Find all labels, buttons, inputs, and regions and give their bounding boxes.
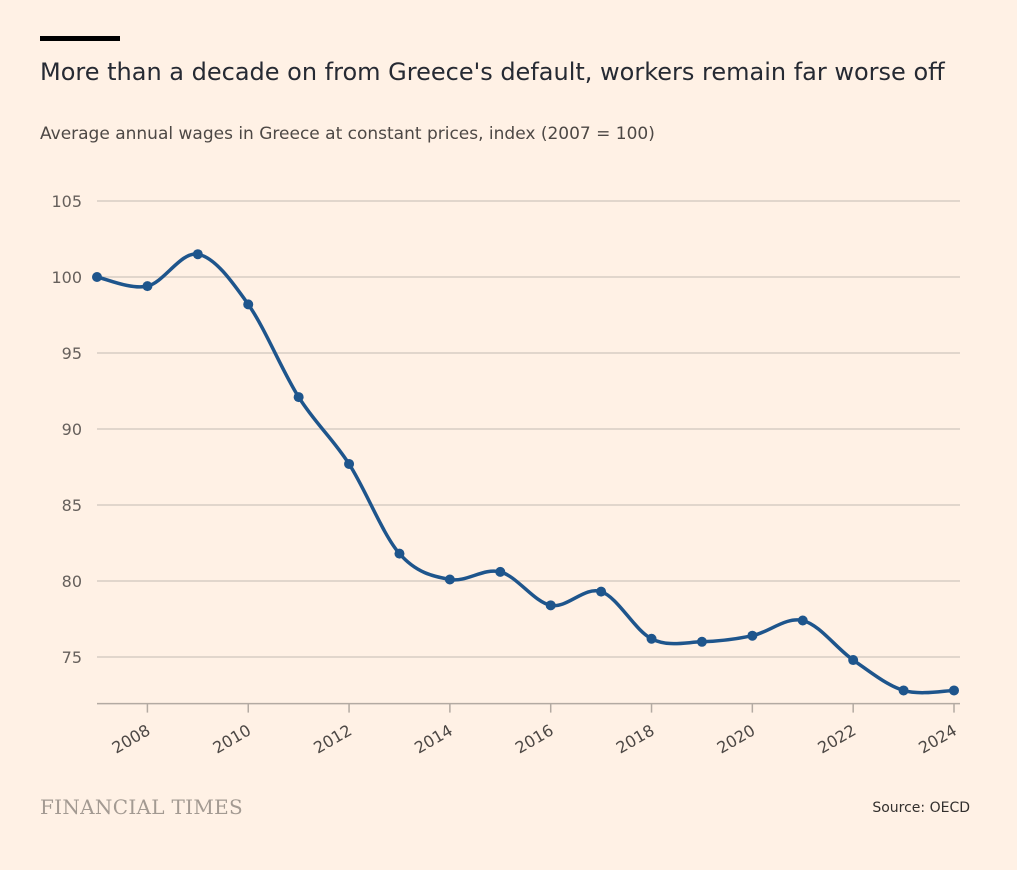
y-tick-label: 105	[51, 192, 82, 211]
x-tick-label: 2014	[411, 721, 456, 758]
data-point	[646, 633, 657, 644]
x-tick-label: 2018	[613, 721, 658, 758]
x-tick-label: 2012	[310, 721, 355, 758]
data-point	[344, 458, 355, 469]
y-tick-label: 90	[62, 420, 82, 439]
y-tick-label: 85	[62, 496, 82, 515]
chart-title: More than a decade on from Greece's defa…	[40, 58, 945, 86]
data-point	[243, 299, 254, 310]
data-point	[696, 636, 707, 647]
data-point	[92, 272, 102, 282]
data-point	[142, 281, 153, 292]
data-point	[192, 249, 203, 260]
x-tick-label: 2022	[814, 721, 859, 758]
chart-subtitle: Average annual wages in Greece at consta…	[40, 124, 655, 144]
x-tick-label: 2020	[714, 721, 759, 758]
data-point	[596, 586, 607, 597]
series-line	[96, 252, 955, 695]
data-point	[797, 615, 808, 626]
source-note: Source: OECD	[872, 800, 970, 816]
x-tick-label: 2024	[915, 721, 960, 758]
data-point	[444, 574, 455, 585]
x-tick-label: 2008	[109, 721, 154, 758]
data-point	[545, 600, 556, 611]
x-tick-label: 2016	[512, 721, 557, 758]
title-accent-bar	[40, 36, 120, 41]
data-point	[394, 548, 405, 559]
ft-logo: FINANCIAL TIMES	[40, 795, 244, 819]
y-tick-label: 75	[62, 648, 82, 667]
data-point	[495, 566, 506, 577]
data-point	[747, 630, 758, 641]
y-tick-label: 100	[51, 268, 82, 287]
data-point	[949, 685, 959, 696]
data-point	[898, 685, 909, 696]
data-point	[848, 655, 859, 666]
y-tick-label: 80	[62, 572, 82, 591]
x-tick-label: 2010	[209, 721, 254, 758]
y-tick-label: 95	[62, 344, 82, 363]
data-point	[293, 392, 304, 403]
